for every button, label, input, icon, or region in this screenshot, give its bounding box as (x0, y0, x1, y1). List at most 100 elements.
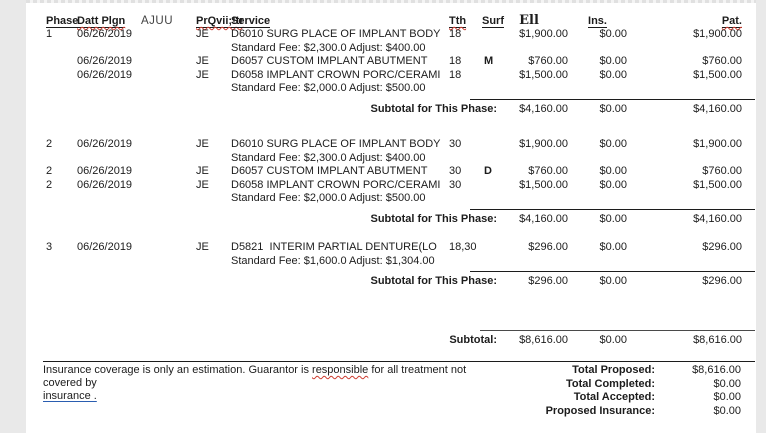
spacer (43, 226, 755, 241)
pat-cell: $1,500.00 (693, 68, 742, 81)
header-cell-date: Datt Plgn (77, 14, 141, 28)
total-value: $0.00 (713, 404, 741, 417)
table-row[interactable]: 2 06/26/2019 JE D6010 SURG PLACE OF IMPLANT… (43, 138, 755, 152)
header-cell-surf: Surf (480, 14, 506, 28)
table-row[interactable]: 1 06/26/2019 JE D6010 SURG PLACE OF IMPLANT… (43, 28, 755, 42)
subtotal-rule (470, 271, 755, 272)
table-row[interactable]: 06/26/2019 JE D6058 IMPLANT CROWN PORC/CER… (43, 69, 755, 83)
service-cell: Standard Fee: $2,300.0 Adjust: $400.00 (231, 151, 426, 164)
date-cell: 06/26/2019 (77, 241, 133, 253)
surf-cell: M (484, 55, 494, 67)
total-label: Proposed Insurance: (545, 404, 655, 417)
grand-subtotal-row: Subtotal: $8,616.00 $0.00 $8,616.00 (43, 329, 755, 348)
subtotal-label: Subtotal for This Phase: (370, 212, 497, 225)
subtotal-pat-value: $8,616.00 (693, 333, 742, 346)
date-cell: 06/26/2019 (77, 138, 133, 150)
date-cell: 06/26/2019 (77, 165, 133, 177)
prov-cell: JE (196, 241, 209, 253)
header-cell-fee: Ell (506, 14, 568, 28)
total-label: Total Accepted: (573, 391, 655, 403)
header-label-surf: Surf (482, 15, 504, 28)
fee-cell: $1,900.00 (519, 138, 568, 150)
header-cell-service: Service (231, 14, 447, 28)
header-cell-prov: PrQvii;!tr (191, 14, 244, 28)
subtotal-ins-value: $0.00 (599, 275, 627, 287)
fee-note-row: Standard Fee: $2,300.0 Adjust: $400.00 (43, 152, 755, 166)
tth-cell: 18 (449, 68, 462, 81)
header-label-service: Service (231, 15, 271, 28)
prov-cell: JE (196, 165, 209, 177)
service-cell: Standard Fee: $2,000.0 Adjust: $500.00 (231, 82, 426, 94)
tth-cell: 30 (449, 178, 462, 191)
header-label-fee: Ell (519, 13, 539, 28)
service-cell: D6058 IMPLANT CROWN PORC/CERAMI (231, 178, 441, 191)
subtotal-grid: Subtotal for This Phase: $4,160.00 $0.00 $4… (43, 213, 755, 227)
total-value: $0.00 (713, 377, 741, 390)
subtotal-label: Subtotal for This Phase: (370, 275, 497, 287)
insurance-link[interactable]: insurance . (43, 390, 97, 402)
table-row[interactable]: 2 06/26/2019 JE D6058 IMPLANT CROWN PORC/CE… (43, 179, 755, 193)
scrollbar-track[interactable] (756, 0, 766, 433)
header-cell-extra: AJUU (141, 14, 191, 28)
left-gutter (0, 0, 26, 433)
report-page: Phase Datt Plgn AJUU PrQvii;!tr Service Tth Su… (43, 14, 755, 418)
total-label: Total Completed: (565, 377, 655, 390)
ins-cell: $0.00 (599, 138, 627, 150)
tth-cell: 30 (449, 138, 462, 150)
disclaimer-fragment: Insurance coverage is only an estimation… (43, 364, 313, 376)
prov-cell: JE (196, 68, 209, 81)
subtotal-fee-value: $8,616.00 (519, 333, 568, 346)
fee-note-row: Standard Fee: $2,000.0 Adjust: $500.00 (43, 82, 755, 96)
header-label-prov: PrQvii;!tr (196, 15, 244, 28)
pat-cell: $1,500.00 (693, 178, 742, 191)
table-header-row: Phase Datt Plgn AJUU PrQvii;!tr Service Tth Su… (43, 14, 755, 28)
subtotal-rule (470, 208, 755, 210)
subtotal-rule (470, 98, 755, 100)
phase-cell: 2 (46, 178, 53, 191)
table-row[interactable]: 3 06/26/2019 JE D5821 INTERIM PARTIAL DENTU… (43, 241, 755, 255)
totals-row: Proposed Insurance: $0.00 (491, 405, 741, 419)
header-label-phase: Phase (46, 15, 79, 28)
service-cell: Standard Fee: $1,600.0 Adjust: $1,304.00 (231, 254, 435, 267)
totals-row: Total Completed: $0.00 (491, 378, 741, 392)
table-body: 1 06/26/2019 JE D6010 SURG PLACE OF IMPLANT… (43, 28, 755, 347)
subtotal-pat-value: $4,160.00 (693, 212, 742, 225)
date-cell: 06/26/2019 (77, 178, 133, 191)
report-footer: Insurance coverage is only an estimation… (43, 361, 755, 418)
subtotal-ins-value: $0.00 (599, 333, 627, 346)
subtotal-grid: Subtotal: $8,616.00 $0.00 $8,616.00 (43, 334, 755, 348)
prov-cell: JE (196, 55, 209, 67)
surf-cell: D (484, 165, 492, 177)
service-cell: Standard Fee: $2,000.0 Adjust: $500.00 (231, 192, 426, 204)
service-cell: D6057 CUSTOM IMPLANT ABUTMENT (231, 165, 428, 177)
subtotal-grid: Subtotal for This Phase: $296.00 $0.00 $296… (43, 275, 755, 289)
spacer (43, 116, 755, 138)
phase-cell: 2 (46, 165, 53, 177)
header-cell-phase: Phase (43, 14, 79, 28)
ins-cell: $0.00 (599, 165, 627, 177)
fee-cell: $760.00 (528, 55, 568, 67)
fee-cell: $1,500.00 (519, 178, 568, 191)
prov-cell: JE (196, 138, 209, 150)
service-cell: D6058 IMPLANT CROWN PORC/CERAMI (231, 68, 441, 81)
table-row[interactable]: 06/26/2019 JE D6057 CUSTOM IMPLANT ABUTMEN… (43, 55, 755, 69)
pat-cell: $1,900.00 (693, 138, 742, 150)
header-cell-pat: Pat. (627, 14, 742, 28)
subtotal-ins-value: $0.00 (599, 102, 627, 115)
fee-cell: $1,900.00 (519, 28, 568, 40)
tth-cell: 18 (449, 55, 462, 67)
subtotal-grid: Subtotal for This Phase: $4,160.00 $0.00 $4… (43, 103, 755, 117)
fee-note-row: Standard Fee: $1,600.0 Adjust: $1,304.00 (43, 255, 755, 269)
header-label-extra: AJUU (141, 15, 174, 27)
tth-cell: 18 (449, 28, 462, 40)
date-cell: 06/26/2019 (77, 68, 133, 81)
phase-cell: 1 (46, 28, 53, 40)
table-row[interactable]: 2 06/26/2019 JE D6057 CUSTOM IMPLANT ABUTME… (43, 165, 755, 179)
totals-row: Total Proposed: $8,616.00 (491, 364, 741, 378)
prov-cell: JE (196, 178, 209, 191)
pat-cell: $296.00 (702, 241, 742, 253)
date-cell: 06/26/2019 (77, 55, 133, 67)
subtotal-label: Subtotal for This Phase: (370, 102, 497, 115)
phase-subtotal-row: Subtotal for This Phase: $4,160.00 $0.00 $4… (43, 98, 755, 117)
